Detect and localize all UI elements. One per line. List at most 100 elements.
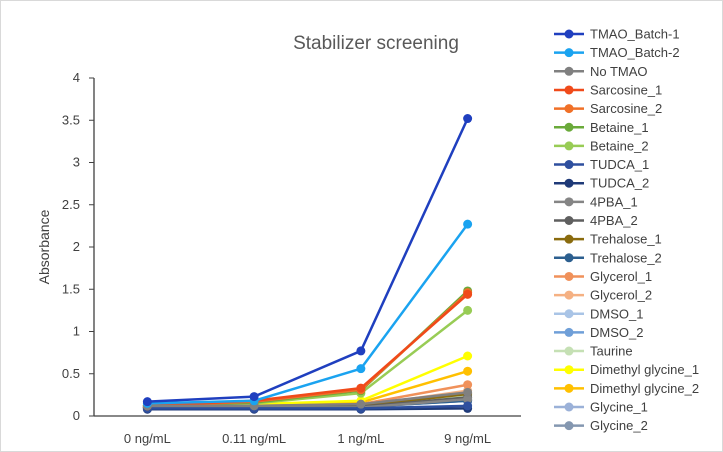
legend-item: TMAO_Batch-1 bbox=[554, 27, 680, 42]
legend-item: DMSO_2 bbox=[554, 325, 643, 340]
y-tick-label: 1.5 bbox=[62, 281, 80, 296]
y-tick-label: 2 bbox=[73, 239, 80, 254]
legend-swatch-marker bbox=[564, 271, 574, 281]
legend-label: TUDCA_2 bbox=[590, 176, 649, 191]
legend-label: Betaine_1 bbox=[590, 120, 649, 135]
legend-label: Glycerol_1 bbox=[590, 269, 652, 284]
legend-swatch-marker bbox=[564, 104, 574, 114]
legend-swatch-marker bbox=[564, 290, 574, 300]
chart-title: Stabilizer screening bbox=[293, 33, 459, 54]
legend-item: Betaine_1 bbox=[554, 120, 649, 135]
legend-item: TMAO_Batch-2 bbox=[554, 45, 680, 60]
legend-item: 4PBA_2 bbox=[554, 213, 638, 228]
data-point bbox=[356, 346, 366, 356]
legend-label: DMSO_1 bbox=[590, 306, 643, 321]
y-tick-label: 1 bbox=[73, 324, 80, 339]
series-line bbox=[147, 223, 469, 405]
legend-swatch-marker bbox=[564, 178, 574, 188]
legend-swatch-marker bbox=[564, 383, 574, 393]
legend-swatch-marker bbox=[564, 197, 574, 207]
data-point bbox=[463, 351, 473, 361]
legend: TMAO_Batch-1 TMAO_Batch-2 No TMAO Sarcosine… bbox=[554, 27, 699, 433]
data-point bbox=[463, 305, 473, 315]
legend-swatch-marker bbox=[564, 85, 574, 95]
series-line bbox=[147, 118, 469, 403]
legend-label: Sarcosine_2 bbox=[590, 101, 662, 116]
axes: 0 0.5 1 1.5 2 2.5 3 3.5 4 0 ng/mL 0.11 ng/mL 1 ng/m… bbox=[62, 70, 521, 446]
legend-item: TUDCA_2 bbox=[554, 176, 649, 191]
legend-swatch-marker bbox=[564, 346, 574, 356]
y-tick-label: 3 bbox=[73, 155, 80, 170]
series bbox=[142, 114, 473, 407]
legend-swatch-marker bbox=[564, 122, 574, 132]
legend-label: Sarcosine_1 bbox=[590, 82, 662, 97]
legend-item: Glycerol_1 bbox=[554, 269, 652, 284]
data-point bbox=[142, 397, 152, 407]
series-line bbox=[147, 291, 469, 408]
series-group bbox=[142, 114, 473, 414]
data-point bbox=[463, 401, 473, 411]
x-tick-label: 9 ng/mL bbox=[444, 431, 491, 446]
legend-swatch-marker bbox=[564, 365, 574, 375]
legend-swatch-marker bbox=[564, 421, 574, 431]
data-point bbox=[463, 387, 473, 397]
legend-swatch-marker bbox=[564, 402, 574, 412]
series bbox=[142, 219, 473, 408]
legend-swatch-marker bbox=[564, 327, 574, 337]
x-tick-label: 0 ng/mL bbox=[124, 431, 171, 446]
legend-swatch-marker bbox=[564, 29, 574, 39]
legend-item: Glycine_1 bbox=[554, 400, 648, 415]
legend-item: Betaine_2 bbox=[554, 138, 649, 153]
legend-item: Dimethyl glycine_2 bbox=[554, 381, 699, 396]
legend-item: Glycine_2 bbox=[554, 418, 648, 433]
legend-swatch-marker bbox=[564, 48, 574, 58]
legend-label: TMAO_Batch-1 bbox=[590, 27, 680, 42]
legend-item: Glycerol_2 bbox=[554, 288, 652, 303]
y-tick-label: 0.5 bbox=[62, 366, 80, 381]
legend-swatch-marker bbox=[564, 309, 574, 319]
data-point bbox=[463, 114, 473, 124]
series-line bbox=[147, 309, 469, 408]
legend-item: Trehalose_2 bbox=[554, 250, 662, 265]
data-point bbox=[463, 394, 473, 404]
legend-swatch-marker bbox=[564, 141, 574, 151]
legend-label: Dimethyl glycine_1 bbox=[590, 362, 699, 377]
legend-item: Dimethyl glycine_1 bbox=[554, 362, 699, 377]
legend-label: Betaine_2 bbox=[590, 138, 649, 153]
x-tick-label: 1 ng/mL bbox=[337, 431, 384, 446]
legend-item: DMSO_1 bbox=[554, 306, 643, 321]
series-line bbox=[147, 293, 469, 408]
y-axis-label: Absorbance bbox=[36, 209, 52, 284]
legend-label: Glycerol_2 bbox=[590, 288, 652, 303]
legend-item: Taurine bbox=[554, 344, 633, 359]
legend-label: Trehalose_1 bbox=[590, 232, 662, 247]
x-tick-label: 0.11 ng/mL bbox=[222, 431, 286, 446]
series-line bbox=[147, 391, 468, 408]
data-point bbox=[356, 364, 366, 374]
data-point bbox=[463, 289, 473, 299]
data-point bbox=[356, 399, 366, 409]
y-tick-label: 0 bbox=[73, 408, 80, 423]
series-line bbox=[147, 404, 468, 410]
legend-item: 4PBA_1 bbox=[554, 194, 638, 209]
legend-label: 4PBA_1 bbox=[590, 194, 638, 209]
data-point bbox=[249, 392, 259, 402]
legend-swatch-marker bbox=[564, 253, 574, 263]
legend-swatch-marker bbox=[564, 160, 574, 170]
legend-label: No TMAO bbox=[590, 64, 648, 79]
legend-swatch-marker bbox=[564, 234, 574, 244]
legend-label: Dimethyl glycine_2 bbox=[590, 381, 699, 396]
legend-swatch-marker bbox=[564, 66, 574, 76]
legend-label: TMAO_Batch-2 bbox=[590, 45, 680, 60]
y-tick-label: 3.5 bbox=[62, 112, 80, 127]
legend-label: Glycine_2 bbox=[590, 418, 648, 433]
data-point bbox=[463, 366, 473, 376]
y-tick-label: 4 bbox=[73, 70, 80, 85]
legend-label: TUDCA_1 bbox=[590, 157, 649, 172]
legend-item: Sarcosine_1 bbox=[554, 82, 662, 97]
legend-item: No TMAO bbox=[554, 64, 648, 79]
y-tick-label: 2.5 bbox=[62, 197, 80, 212]
legend-item: TUDCA_1 bbox=[554, 157, 649, 172]
